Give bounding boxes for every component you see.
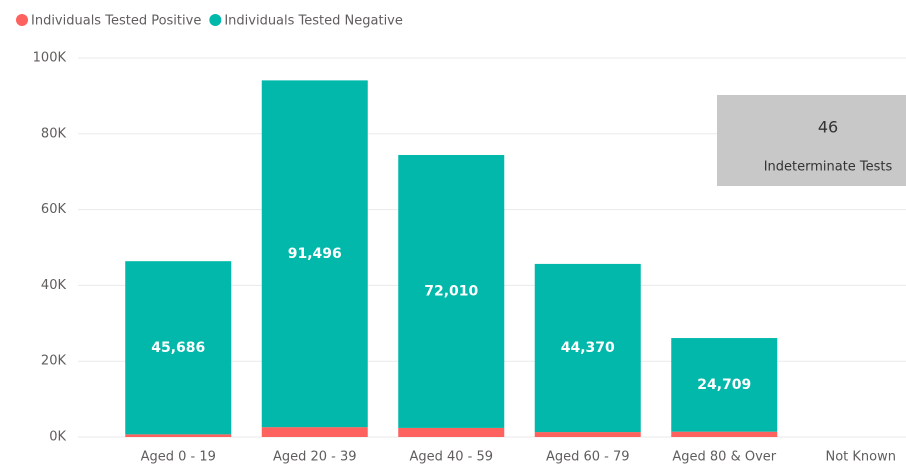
card-label: Indeterminate Tests (764, 160, 893, 175)
data-label: 24,709 (697, 377, 751, 393)
legend-label: Individuals Tested Positive (31, 14, 201, 29)
x-tick-label: Not Known (826, 450, 897, 464)
x-tick-label: Aged 40 - 59 (409, 450, 493, 464)
bar-segment (534, 263, 641, 433)
bar-segment (261, 80, 368, 428)
bar-segment (398, 154, 505, 428)
bar-segment (534, 432, 641, 437)
legend-swatch (16, 14, 28, 26)
y-tick-label: 60K (41, 202, 67, 217)
card-value: 46 (818, 118, 838, 137)
y-tick-label: 100K (33, 51, 67, 66)
legend-label: Individuals Tested Negative (224, 14, 403, 29)
data-label: 44,370 (561, 340, 615, 356)
x-tick-label: Aged 60 - 79 (546, 450, 630, 464)
data-label: 72,010 (424, 283, 478, 299)
bar-segment (671, 431, 778, 437)
y-tick-label: 40K (41, 278, 67, 293)
bar-segment (398, 427, 505, 437)
x-tick-label: Aged 80 & Over (672, 450, 776, 464)
bar-segment (671, 338, 778, 432)
data-label: 45,686 (151, 340, 205, 356)
bar-segment (261, 427, 368, 437)
legend-swatch (209, 14, 222, 26)
x-tick-label: Aged 0 - 19 (141, 450, 216, 464)
y-tick-label: 80K (41, 126, 67, 141)
card-box (717, 95, 906, 186)
bar-segment (125, 261, 232, 435)
y-tick-label: 20K (41, 354, 67, 369)
bar-segment (125, 434, 232, 437)
y-tick-label: 0K (49, 430, 66, 445)
x-tick-label: Aged 20 - 39 (273, 450, 357, 464)
data-label: 91,496 (288, 246, 342, 262)
